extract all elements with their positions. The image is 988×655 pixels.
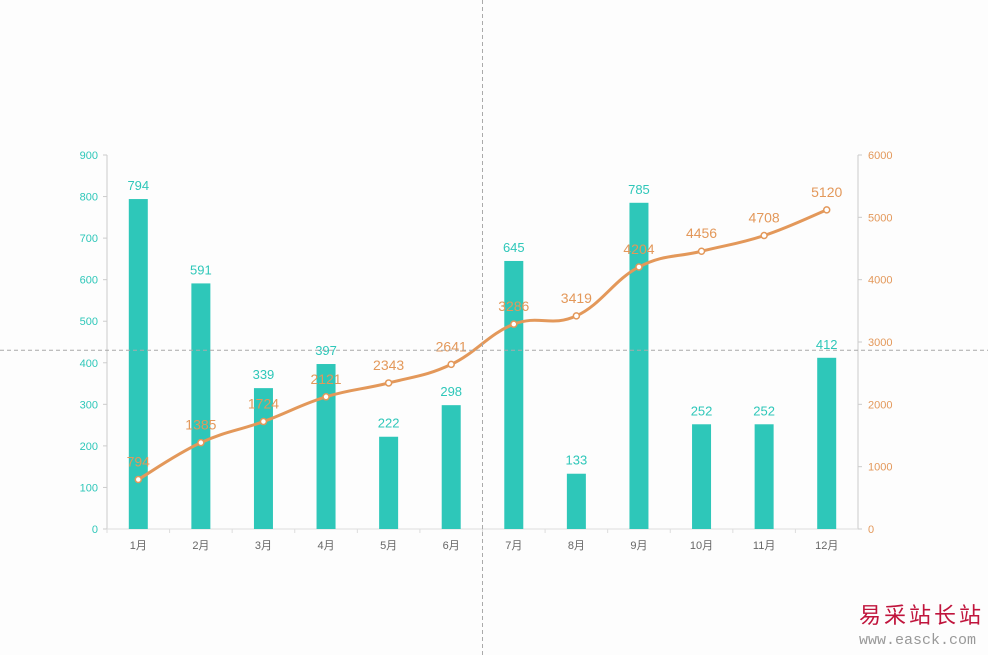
- right-tick-label: 1000: [868, 462, 892, 474]
- x-tick-label: 6月: [443, 540, 460, 552]
- bar: [629, 202, 649, 530]
- bar-data-label: 133: [566, 453, 588, 468]
- bar-data-label: 785: [628, 182, 650, 197]
- bar-data-label: 298: [440, 384, 462, 399]
- bar: [754, 424, 774, 529]
- bar: [692, 424, 712, 529]
- line-series: [137, 208, 828, 481]
- line-point: [447, 360, 455, 369]
- line-point: [322, 393, 330, 401]
- left-tick-label: 600: [80, 275, 98, 287]
- bar-data-label: 794: [127, 178, 149, 193]
- line-data-label: 4456: [686, 225, 717, 241]
- bar: [379, 436, 399, 529]
- bar-data-label: 397: [315, 343, 337, 358]
- line-data-label: 5120: [811, 184, 842, 200]
- bar-data-label: 645: [503, 240, 525, 255]
- bar: [441, 405, 461, 529]
- bar-data-label: 591: [190, 262, 212, 277]
- bar: [566, 473, 586, 529]
- bar: [316, 364, 336, 529]
- line-data-label: 4204: [623, 241, 654, 257]
- line-point: [197, 438, 205, 447]
- right-tick-label: 0: [868, 524, 874, 536]
- bar-data-label: 222: [378, 416, 400, 431]
- line-point: [822, 206, 831, 214]
- left-tick-label: 100: [80, 482, 98, 494]
- x-tick-label: 4月: [317, 540, 334, 552]
- line-point: [697, 247, 706, 255]
- x-tick-label: 3月: [255, 540, 272, 552]
- line-data-label: 1724: [248, 396, 279, 412]
- bar-data-label: 339: [253, 367, 275, 382]
- watermark-url: www.easck.com: [858, 632, 977, 649]
- watermark-title: 易采站长站: [858, 604, 984, 629]
- right-tick-label: 6000: [868, 150, 892, 162]
- x-tick-label: 2月: [192, 540, 209, 552]
- bar-data-label: 412: [816, 337, 838, 352]
- right-tick-label: 2000: [868, 399, 892, 411]
- left-tick-label: 700: [80, 233, 98, 245]
- left-tick-label: 300: [80, 399, 98, 411]
- line-data-label: 794: [127, 454, 151, 470]
- line-point: [760, 231, 768, 240]
- bar: [128, 199, 148, 529]
- line-data-label: 1385: [185, 417, 216, 433]
- bar: [817, 357, 837, 529]
- bar-data-label: 252: [691, 403, 713, 418]
- line-point: [259, 417, 268, 426]
- line-point: [635, 263, 643, 271]
- line-data-label: 4708: [749, 210, 780, 226]
- left-tick-label: 500: [80, 316, 98, 328]
- x-tick-label: 9月: [630, 540, 647, 552]
- left-tick-label: 0: [92, 524, 98, 536]
- left-tick-label: 200: [80, 441, 98, 453]
- x-tick-label: 5月: [380, 540, 397, 552]
- x-tick-label: 8月: [568, 540, 585, 552]
- line-point: [134, 475, 143, 484]
- bar: [191, 283, 211, 529]
- line-point: [572, 312, 581, 320]
- line-point: [510, 320, 518, 328]
- line-data-label: 2121: [310, 371, 341, 387]
- line-data-label: 3419: [561, 290, 592, 306]
- right-tick-label: 3000: [868, 337, 892, 349]
- right-tick-label: 4000: [868, 275, 892, 287]
- line-point: [384, 379, 393, 387]
- x-tick-label: 10月: [690, 540, 713, 552]
- x-tick-label: 1月: [130, 540, 147, 552]
- line-data-label: 2343: [373, 357, 404, 373]
- right-tick-label: 5000: [868, 212, 892, 224]
- bar: [504, 260, 524, 529]
- line-data-label: 3286: [498, 298, 529, 314]
- left-tick-label: 400: [80, 358, 98, 370]
- x-tick-label: 7月: [505, 540, 522, 552]
- line-data-label: 2641: [436, 338, 467, 354]
- bar-data-label: 252: [753, 403, 775, 418]
- x-tick-label: 12月: [815, 540, 838, 552]
- x-tick-label: 11月: [753, 540, 775, 552]
- left-tick-label: 800: [80, 192, 98, 204]
- watermark: 易采站长站 www.easck.com: [859, 598, 984, 649]
- left-tick-label: 900: [80, 150, 98, 162]
